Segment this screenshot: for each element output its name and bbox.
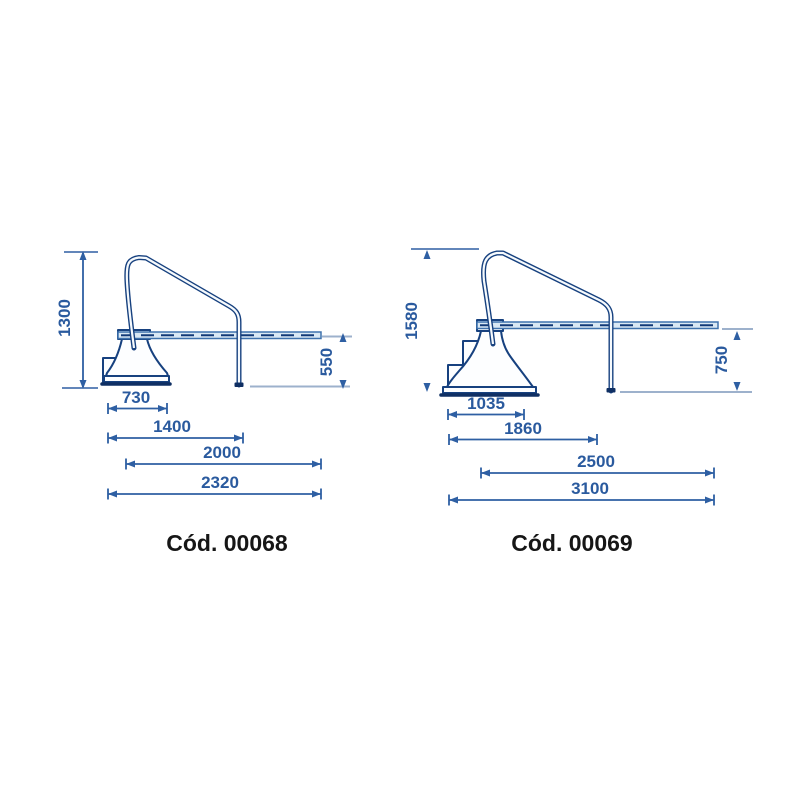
pedestal-bell xyxy=(105,338,169,377)
board-plank xyxy=(476,321,719,330)
dim-arrow-left xyxy=(449,496,458,504)
dim-value-support-span: 1400 xyxy=(153,417,191,436)
dim-value-total-height: 1300 xyxy=(55,299,74,337)
handrail-tube-inner xyxy=(482,251,613,391)
dim-value-support-span: 1860 xyxy=(504,419,542,438)
dim-value-board-height: 550 xyxy=(317,348,336,376)
dim-arrow-left xyxy=(108,490,117,498)
dim-arrow-right xyxy=(588,436,597,443)
dim-arrow-left xyxy=(126,460,135,468)
dim-value-overall-length: 3100 xyxy=(571,479,609,498)
dim-arrow-up xyxy=(339,333,347,342)
dim-board-length-00068: 2000 xyxy=(125,443,322,470)
diagram-00069: 1580 750 xyxy=(402,248,753,556)
dim-base-length-00068: 730 xyxy=(107,388,168,414)
dim-arrow-right xyxy=(705,496,714,504)
dim-value-total-height: 1580 xyxy=(402,302,421,340)
dim-arrow-right xyxy=(158,405,167,412)
dim-arrow-right xyxy=(312,460,321,468)
dim-arrow-down xyxy=(423,383,431,392)
dim-support-span-00069: 1860 xyxy=(448,419,598,445)
dim-arrow-down xyxy=(733,382,741,391)
dim-arrow-right xyxy=(312,490,321,498)
dim-arrow-left xyxy=(108,434,117,442)
dim-arrow-down xyxy=(339,380,347,389)
leg-foot xyxy=(606,388,616,393)
handrail-00068 xyxy=(124,255,244,388)
dim-board-height-00068: 550 xyxy=(317,333,352,389)
code-label-00068: Cód. 00068 xyxy=(166,530,288,556)
dim-arrow-down xyxy=(79,380,87,389)
dim-total-height-00069: 1580 xyxy=(402,248,479,392)
dim-arrow-left xyxy=(108,405,117,412)
dim-value-base-length: 1035 xyxy=(467,394,505,413)
handrail-00069 xyxy=(481,250,616,394)
dim-value-base-length: 730 xyxy=(122,388,150,407)
dim-arrow-up xyxy=(79,251,87,260)
dim-arrow-right xyxy=(515,411,524,418)
dim-support-span-00068: 1400 xyxy=(107,417,244,444)
dim-overall-length-00069: 3100 xyxy=(448,479,715,506)
dim-total-height-00068: 1300 xyxy=(55,251,98,389)
dim-arrow-left xyxy=(449,436,458,443)
dim-board-height-00069: 750 xyxy=(712,328,753,391)
dim-board-length-00069: 2500 xyxy=(480,452,715,479)
dim-arrow-up xyxy=(733,331,741,340)
dim-arrow-right xyxy=(705,469,714,477)
pedestal-base-plate xyxy=(103,375,170,383)
dim-base-length-00069: 1035 xyxy=(447,394,525,420)
dim-arrow-left xyxy=(448,411,457,418)
handrail-tube-inner xyxy=(125,256,241,385)
dim-arrow-up xyxy=(423,250,431,259)
dim-arrow-right xyxy=(234,434,243,442)
dim-value-overall-length: 2320 xyxy=(201,473,239,492)
dim-value-board-length: 2500 xyxy=(577,452,615,471)
diagram-00068: 1300 550 xyxy=(55,251,352,556)
board-00069 xyxy=(476,321,719,330)
board-plank xyxy=(117,331,322,340)
dim-value-board-length: 2000 xyxy=(203,443,241,462)
board-00068 xyxy=(117,331,322,340)
leg-foot xyxy=(234,382,244,387)
dim-arrow-left xyxy=(481,469,490,477)
pedestal-base-plate xyxy=(442,386,537,394)
dim-value-board-height: 750 xyxy=(712,346,731,374)
code-label-00069: Cód. 00069 xyxy=(511,530,632,556)
dim-overall-length-00068: 2320 xyxy=(107,473,322,500)
